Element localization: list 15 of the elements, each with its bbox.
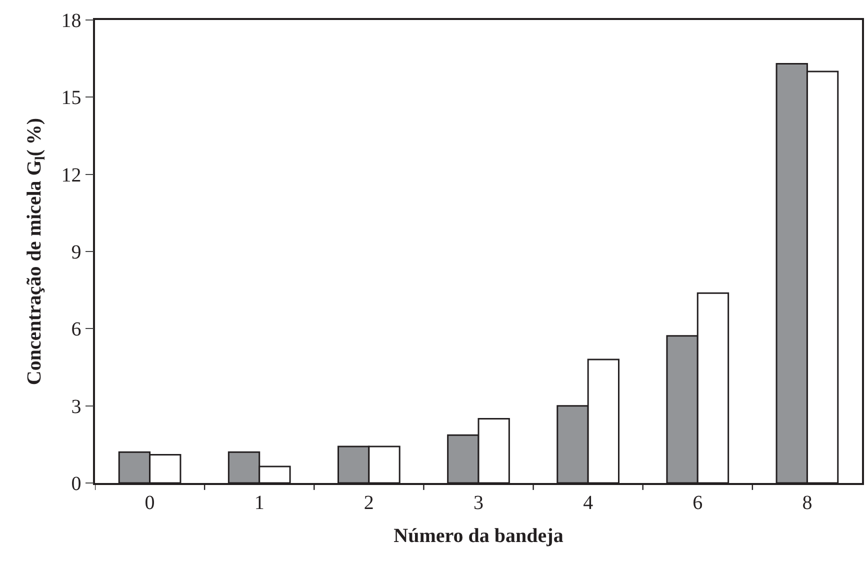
y-tick-label: 6 bbox=[71, 318, 82, 341]
y-tick-label: 9 bbox=[71, 242, 82, 264]
y-tick-label: 3 bbox=[71, 396, 82, 418]
y-tick-label: 0 bbox=[71, 473, 82, 495]
x-tick-label: 1 bbox=[254, 492, 264, 514]
x-axis-title: Número da bandeja bbox=[394, 524, 564, 547]
x-tick-label: 2 bbox=[364, 492, 374, 514]
x-tick-label: 3 bbox=[474, 492, 484, 514]
y-tick-label: 12 bbox=[61, 164, 82, 186]
x-tick-label: 8 bbox=[802, 492, 812, 514]
y-tick-label: 15 bbox=[61, 87, 82, 110]
x-tick-label: 6 bbox=[692, 492, 703, 514]
x-tick-label: 0 bbox=[144, 492, 155, 514]
y-tick-label: 18 bbox=[61, 10, 82, 32]
x-tick-label: 4 bbox=[583, 492, 594, 514]
